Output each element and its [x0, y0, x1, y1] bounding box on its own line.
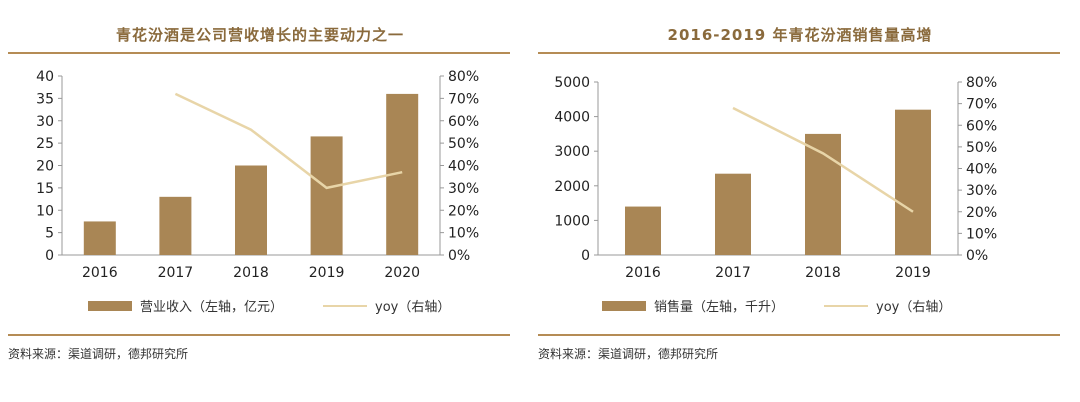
legend-bar-label: 销售量（左轴，千升）	[654, 300, 785, 315]
right-tick-label: 40%	[448, 159, 479, 175]
right-tick-label: 20%	[966, 205, 997, 221]
left-chart-panel: 青花汾酒是公司营收增长的主要动力之一 0 5 10 15 20 25 30 35 40 0% 10%…	[0, 0, 520, 402]
right-tick-label: 70%	[966, 97, 997, 113]
left-tick-label: 0	[45, 248, 54, 264]
bar	[159, 196, 192, 255]
left-tick-label: 1000	[554, 213, 590, 229]
bar	[625, 206, 661, 255]
chart-legend: 营业收入（左轴，亿元） yoy（右轴）	[88, 296, 450, 315]
left-tick-label: 35	[36, 91, 54, 107]
chart-title: 青花汾酒是公司营收增长的主要动力之一	[115, 26, 404, 44]
x-tick-label: 2016	[82, 265, 118, 281]
bar	[715, 173, 751, 255]
source-note: 资料来源：渠道调研，德邦研究所	[8, 347, 189, 361]
source-divider	[8, 334, 510, 336]
yoy-line	[174, 92, 403, 190]
left-tick-label: 4000	[554, 110, 590, 126]
x-tick-label: 2017	[158, 265, 194, 281]
bar	[895, 109, 931, 256]
x-tick-label: 2019	[309, 265, 345, 281]
source-note: 资料来源：渠道调研，德邦研究所	[538, 347, 719, 361]
x-tick-label: 2017	[715, 265, 751, 281]
left-tick-label: 3000	[554, 144, 590, 160]
left-tick-label: 40	[36, 69, 54, 85]
bar	[310, 136, 343, 255]
right-tick-label: 0%	[966, 248, 988, 264]
left-tick-label: 0	[581, 248, 590, 264]
right-tick-label: 50%	[966, 140, 997, 156]
right-tick-label: 20%	[448, 203, 479, 219]
left-tick-label: 20	[36, 159, 54, 175]
right-tick-label: 50%	[448, 136, 479, 152]
right-tick-label: 0%	[448, 248, 470, 264]
left-tick-label: 15	[36, 181, 54, 197]
right-tick-label: 60%	[966, 118, 997, 134]
legend-line-swatch	[824, 304, 869, 307]
legend-bar-swatch	[88, 300, 132, 311]
right-tick-label: 80%	[448, 69, 479, 85]
left-tick-label: 2000	[554, 179, 590, 195]
left-tick-label: 5000	[554, 75, 590, 91]
x-tick-label: 2020	[384, 265, 420, 281]
left-tick-label: 25	[36, 136, 54, 152]
sales-volume-chart: 0 1000 2000 3000 4000 5000 0% 10% 20% 30% 40% 50% 60…	[554, 75, 997, 281]
x-tick-label: 2016	[625, 265, 661, 281]
right-tick-label: 30%	[448, 181, 479, 197]
legend-item-bar: 营业收入（左轴，亿元）	[88, 296, 283, 315]
x-tick-label: 2018	[233, 265, 269, 281]
revenue-chart: 0 5 10 15 20 25 30 35 40 0% 10% 20% 30% 40% 50% 60% 70% 8…	[36, 69, 479, 281]
bar	[83, 221, 116, 255]
chart-title: 2016-2019 年青花汾酒销售量高增	[667, 26, 933, 44]
legend-item-bar: 销售量（左轴，千升）	[602, 296, 784, 315]
legend-bar-label: 营业收入（左轴，亿元）	[140, 300, 284, 315]
right-tick-label: 70%	[448, 91, 479, 107]
right-tick-label: 80%	[966, 75, 997, 91]
chart-legend: 销售量（左轴，千升） yoy（右轴）	[602, 296, 951, 315]
source-divider	[538, 334, 1060, 336]
legend-item-line: yoy（右轴）	[824, 296, 951, 315]
bar	[235, 165, 267, 255]
right-tick-label: 60%	[448, 114, 479, 130]
yoy-line	[732, 106, 914, 213]
legend-line-swatch	[323, 304, 368, 307]
left-tick-label: 10	[36, 203, 54, 219]
left-tick-label: 30	[36, 114, 54, 130]
legend-line-label: yoy（右轴）	[876, 300, 952, 315]
right-chart-panel: 2016-2019 年青花汾酒销售量高增 0 1000 2000 3000 4000 50…	[530, 0, 1070, 402]
left-tick-label: 5	[45, 226, 54, 242]
legend-bar-swatch	[602, 300, 646, 311]
right-tick-label: 40%	[966, 162, 997, 178]
right-tick-label: 30%	[966, 183, 997, 199]
title-divider	[538, 52, 1060, 54]
x-tick-label: 2018	[805, 265, 841, 281]
legend-item-line: yoy（右轴）	[323, 296, 450, 315]
title-divider	[8, 52, 510, 54]
x-tick-label: 2019	[895, 265, 931, 281]
legend-line-label: yoy（右轴）	[375, 300, 451, 315]
right-tick-label: 10%	[448, 226, 479, 242]
right-tick-label: 10%	[966, 226, 997, 242]
